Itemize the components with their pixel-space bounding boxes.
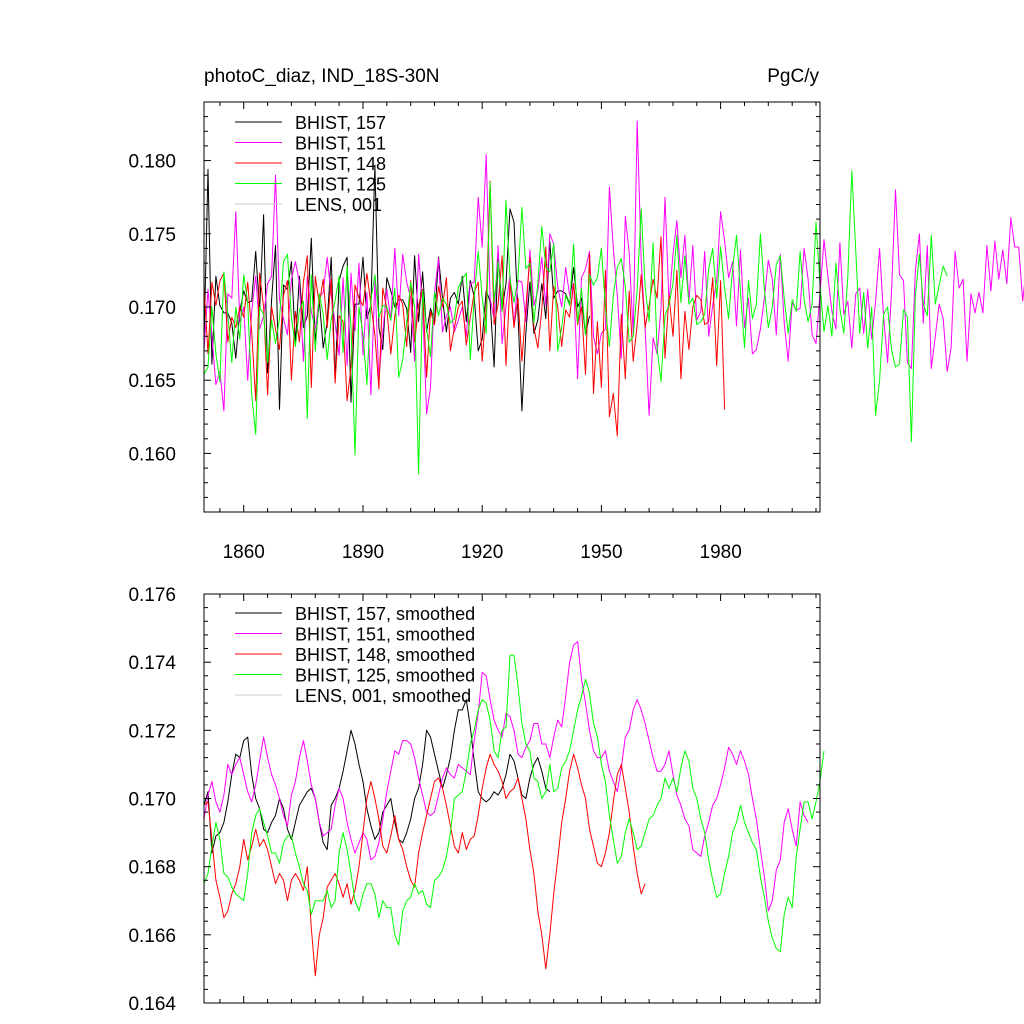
legend-label: BHIST, 148, smoothed xyxy=(295,645,475,665)
y-tick-label: 0.165 xyxy=(128,371,176,392)
y-tick-label: 0.175 xyxy=(128,225,176,246)
top-panel-title: photoC_diaz, IND_18S-30N xyxy=(204,66,440,87)
y-tick-label: 0.170 xyxy=(128,298,176,319)
x-tick-label: 1860 xyxy=(223,542,265,563)
y-tick-label: 0.174 xyxy=(128,653,176,674)
series-line-1 xyxy=(203,641,809,912)
series-line-3 xyxy=(203,170,948,475)
legend-label: LENS, 001, smoothed xyxy=(295,686,471,706)
x-tick-label: 1980 xyxy=(700,542,742,563)
legend-label: BHIST, 148 xyxy=(295,154,386,174)
legend-label: BHIST, 125, smoothed xyxy=(295,666,475,686)
series-line-3 xyxy=(203,654,825,953)
legend-label: BHIST, 151 xyxy=(295,134,386,154)
y-tick-label: 0.180 xyxy=(128,152,176,173)
x-tick-label: 1890 xyxy=(342,542,384,563)
y-tick-label: 0.172 xyxy=(128,721,176,742)
bottom-panel-smoothed: 0.164 0.166 0.168 0.170 0.172 0.174 0.176 BHIST… xyxy=(128,585,825,1015)
series-line-0 xyxy=(203,699,551,854)
y-tick-label: 0.166 xyxy=(128,926,176,947)
y-tick-label: 0.176 xyxy=(128,585,176,606)
legend-label: LENS, 001 xyxy=(295,195,382,215)
y-tick-label: 0.164 xyxy=(128,994,176,1015)
x-tick-label: 1950 xyxy=(580,542,622,563)
series-line-2 xyxy=(203,180,726,437)
legend-label: BHIST, 125 xyxy=(295,175,386,195)
top-panel-raw: photoC_diaz, IND_18S-30N PgC/y 0.160 0.16… xyxy=(128,66,1024,563)
legend-label: BHIST, 157, smoothed xyxy=(295,604,475,624)
y-tick-label: 0.168 xyxy=(128,858,176,879)
top-panel-units: PgC/y xyxy=(767,66,819,87)
y-tick-label: 0.170 xyxy=(128,790,176,811)
legend-label: BHIST, 157 xyxy=(295,113,386,133)
series-line-2 xyxy=(203,753,646,977)
x-tick-label: 1920 xyxy=(461,542,503,563)
y-tick-label: 0.160 xyxy=(128,444,176,465)
legend-label: BHIST, 151, smoothed xyxy=(295,625,475,645)
series-line-1 xyxy=(203,120,1024,416)
